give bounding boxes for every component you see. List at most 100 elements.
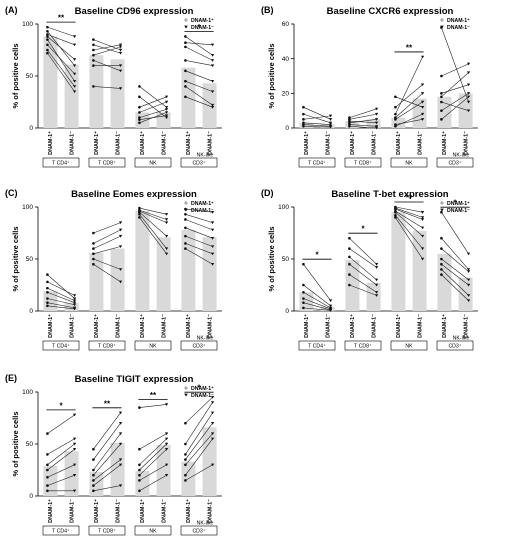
legend-label: DNAM-1⁺ [191, 386, 214, 392]
data-point [210, 437, 215, 441]
data-point [46, 475, 49, 479]
data-point [92, 64, 95, 67]
pair-line [139, 438, 167, 466]
pair-line [349, 108, 377, 118]
data-point [466, 92, 471, 95]
data-point [374, 291, 379, 294]
data-point [348, 247, 351, 250]
x-tick-label: DNAM-1⁺ [396, 314, 402, 338]
pair-line [185, 464, 213, 481]
bar [202, 237, 217, 311]
panel-label: (E) [5, 373, 17, 383]
x-tick-label: DNAM-1⁻ [463, 314, 469, 338]
pair-line [395, 96, 423, 108]
bar [89, 472, 104, 496]
data-point [374, 121, 379, 125]
pair-line [47, 287, 75, 301]
data-point [118, 234, 123, 238]
pair-line [93, 412, 121, 450]
pair-line [93, 86, 121, 89]
data-point [92, 484, 95, 487]
data-point [440, 95, 443, 99]
pair-line [441, 96, 469, 120]
data-point [118, 69, 123, 73]
data-point [92, 247, 95, 250]
data-point [420, 216, 425, 219]
x-tick-label: DNAM-1⁻ [161, 499, 167, 523]
data-point [184, 453, 187, 456]
pair-line [395, 101, 423, 120]
data-point [72, 303, 77, 307]
group-label-box [298, 340, 336, 351]
pair-line [185, 227, 213, 239]
group-label: T CD4⁺ [308, 344, 326, 350]
group-label-box [42, 525, 80, 536]
y-axis-label: % of positive cells [11, 43, 20, 108]
significance-label: * [59, 401, 63, 410]
group-label-box [88, 525, 126, 536]
data-point [466, 71, 471, 75]
data-point [328, 309, 333, 312]
group-label-box [42, 157, 80, 168]
data-point [440, 262, 443, 266]
data-point [46, 43, 49, 47]
pair-line [441, 258, 469, 281]
data-point [440, 247, 443, 250]
data-point [46, 273, 49, 276]
bar [64, 451, 79, 496]
data-point [138, 85, 141, 88]
pair-line [395, 207, 423, 218]
group-label: T CD8⁺ [98, 529, 116, 535]
bar [181, 229, 196, 311]
pair-line [47, 39, 75, 82]
group-label-box [344, 340, 382, 351]
data-point [164, 114, 169, 118]
data-point [466, 109, 471, 113]
data-point [374, 263, 379, 266]
pair-line [139, 108, 167, 118]
pair-line [303, 106, 331, 120]
data-point [184, 218, 187, 221]
pair-line [441, 27, 469, 103]
data-point [118, 245, 123, 249]
pair-line [349, 124, 377, 127]
data-point [184, 226, 187, 230]
data-point [328, 123, 333, 127]
pair-line [47, 49, 75, 87]
data-point [92, 48, 95, 52]
data-point [164, 108, 169, 111]
bar [135, 471, 150, 496]
data-point [92, 43, 95, 47]
data-point [302, 262, 305, 266]
data-point [374, 278, 379, 282]
x-tick-label: DNAM-1⁺ [94, 131, 100, 155]
group-label: CD3⁺ [448, 161, 461, 167]
pair-line [441, 212, 469, 254]
panel-title: Baseline T-bet expression [331, 189, 448, 200]
bar-group: * DNAM-1⁺ DNAM-1⁻ T CD4⁺ [42, 401, 80, 536]
data-point [466, 95, 471, 99]
bar [366, 119, 381, 128]
data-point [210, 252, 215, 256]
data-point [92, 257, 95, 261]
data-point [466, 299, 471, 303]
data-point [374, 125, 379, 128]
data-point [374, 107, 379, 111]
data-point [374, 118, 379, 121]
data-point [138, 473, 141, 477]
pair-line [349, 256, 377, 281]
data-point [92, 479, 95, 482]
data-point [138, 479, 141, 482]
data-point [420, 112, 425, 116]
y-tick-label: 50 [26, 73, 34, 80]
legend-marker-pos [440, 201, 444, 205]
bar [412, 98, 427, 128]
data-point [328, 304, 333, 308]
pair-line [185, 396, 213, 424]
data-point [374, 112, 379, 116]
x-tick-label: DNAM-1⁻ [371, 314, 377, 338]
data-point [184, 458, 187, 461]
data-point [184, 41, 187, 45]
x-tick-label: DNAM-1⁺ [350, 131, 356, 155]
